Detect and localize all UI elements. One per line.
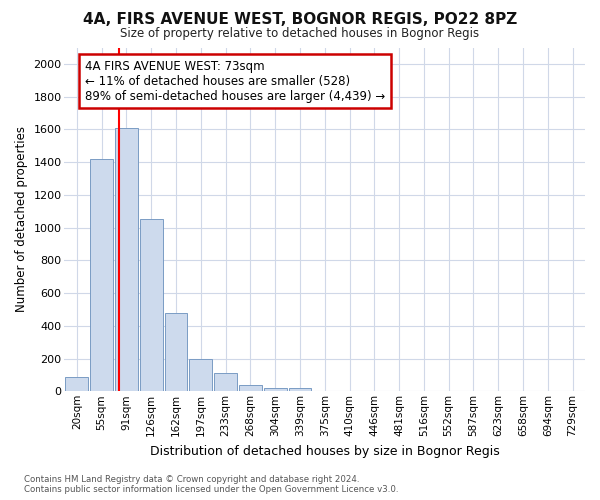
Bar (115, 128, 138, 392)
X-axis label: Distribution of detached houses by size in Bognor Regis: Distribution of detached houses by size … (150, 444, 500, 458)
Text: Contains HM Land Registry data © Crown copyright and database right 2024.
Contai: Contains HM Land Registry data © Crown c… (24, 474, 398, 494)
Bar (264, 388, 287, 392)
Bar (239, 384, 262, 392)
Bar (90, 159, 113, 392)
Bar (190, 358, 212, 392)
Bar (289, 388, 311, 392)
Text: Size of property relative to detached houses in Bognor Regis: Size of property relative to detached ho… (121, 28, 479, 40)
Text: 4A, FIRS AVENUE WEST, BOGNOR REGIS, PO22 8PZ: 4A, FIRS AVENUE WEST, BOGNOR REGIS, PO22… (83, 12, 517, 28)
Bar (164, 312, 187, 392)
Y-axis label: Number of detached properties: Number of detached properties (15, 126, 28, 312)
Bar (140, 220, 163, 392)
Bar (65, 378, 88, 392)
Bar (214, 374, 237, 392)
Text: 4A FIRS AVENUE WEST: 73sqm
← 11% of detached houses are smaller (528)
89% of sem: 4A FIRS AVENUE WEST: 73sqm ← 11% of deta… (85, 60, 386, 102)
